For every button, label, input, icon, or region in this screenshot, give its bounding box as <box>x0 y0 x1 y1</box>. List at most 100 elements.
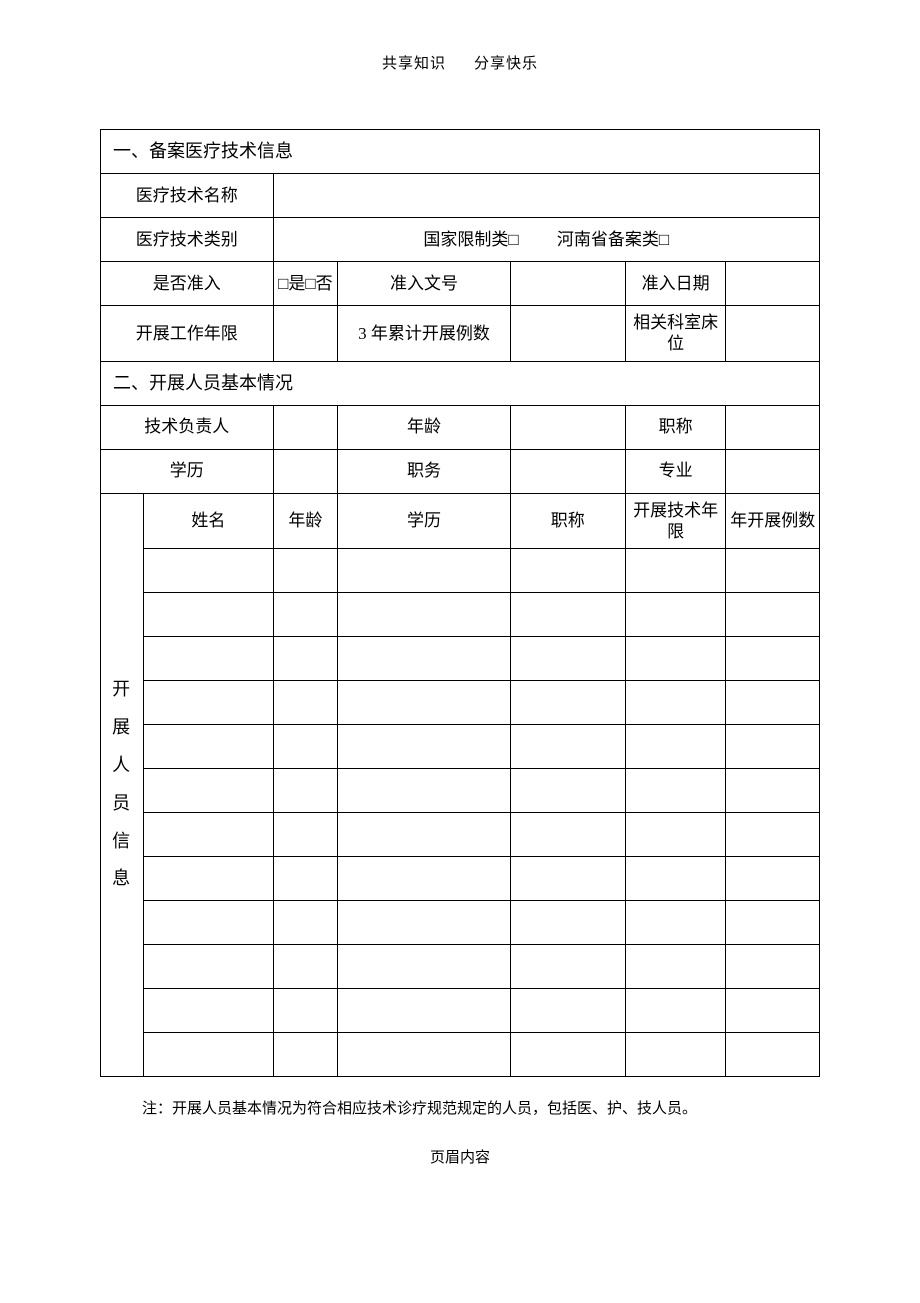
cell-tech-years[interactable] <box>625 901 726 945</box>
cell-edu[interactable] <box>338 769 511 813</box>
cell-title[interactable] <box>510 945 625 989</box>
cell-title[interactable] <box>510 593 625 637</box>
cell-edu[interactable] <box>338 549 511 593</box>
cell-age[interactable] <box>273 989 338 1033</box>
personnel-row <box>101 857 820 901</box>
cell-year-cases[interactable] <box>726 593 820 637</box>
cell-age[interactable] <box>273 681 338 725</box>
cell-year-cases[interactable] <box>726 681 820 725</box>
cell-title[interactable] <box>510 989 625 1033</box>
three-year-cases-label: 3 年累计开展例数 <box>338 306 511 362</box>
col-tech-years: 开展技术年限 <box>625 493 726 549</box>
cell-year-cases[interactable] <box>726 1033 820 1077</box>
cell-year-cases[interactable] <box>726 989 820 1033</box>
cell-age[interactable] <box>273 901 338 945</box>
cell-title[interactable] <box>510 769 625 813</box>
cell-year-cases[interactable] <box>726 857 820 901</box>
cell-tech-years[interactable] <box>625 681 726 725</box>
admitted-value[interactable]: □是□否 <box>273 262 338 306</box>
cell-edu[interactable] <box>338 813 511 857</box>
cell-name[interactable] <box>144 637 273 681</box>
cell-edu[interactable] <box>338 681 511 725</box>
leader-duty-value[interactable] <box>510 449 625 493</box>
cell-age[interactable] <box>273 637 338 681</box>
cell-title[interactable] <box>510 813 625 857</box>
cell-tech-years[interactable] <box>625 989 726 1033</box>
col-year-cases: 年开展例数 <box>726 493 820 549</box>
admit-doc-value[interactable] <box>510 262 625 306</box>
cell-age[interactable] <box>273 813 338 857</box>
col-edu: 学历 <box>338 493 511 549</box>
cell-name[interactable] <box>144 901 273 945</box>
tech-name-value[interactable] <box>273 174 819 218</box>
cell-name[interactable] <box>144 1033 273 1077</box>
cell-edu[interactable] <box>338 945 511 989</box>
cell-tech-years[interactable] <box>625 857 726 901</box>
tech-category-options[interactable]: 国家限制类□ 河南省备案类□ <box>273 218 819 262</box>
cell-title[interactable] <box>510 549 625 593</box>
cell-year-cases[interactable] <box>726 945 820 989</box>
cell-title[interactable] <box>510 1033 625 1077</box>
admit-date-value[interactable] <box>726 262 820 306</box>
cell-edu[interactable] <box>338 1033 511 1077</box>
work-years-value[interactable] <box>273 306 338 362</box>
cell-name[interactable] <box>144 813 273 857</box>
cell-year-cases[interactable] <box>726 769 820 813</box>
cell-tech-years[interactable] <box>625 725 726 769</box>
cell-age[interactable] <box>273 549 338 593</box>
leader-title-value[interactable] <box>726 405 820 449</box>
cell-year-cases[interactable] <box>726 813 820 857</box>
cell-year-cases[interactable] <box>726 549 820 593</box>
leader-edu-value[interactable] <box>273 449 338 493</box>
cell-tech-years[interactable] <box>625 945 726 989</box>
cell-edu[interactable] <box>338 989 511 1033</box>
cell-edu[interactable] <box>338 901 511 945</box>
cell-edu[interactable] <box>338 593 511 637</box>
leader-age-value[interactable] <box>510 405 625 449</box>
cell-name[interactable] <box>144 593 273 637</box>
cell-tech-years[interactable] <box>625 813 726 857</box>
cell-name[interactable] <box>144 725 273 769</box>
tech-category-opt2[interactable]: 河南省备案类□ <box>557 230 669 249</box>
cell-age[interactable] <box>273 945 338 989</box>
cell-title[interactable] <box>510 725 625 769</box>
cell-title[interactable] <box>510 681 625 725</box>
cell-name[interactable] <box>144 769 273 813</box>
cell-age[interactable] <box>273 1033 338 1077</box>
cell-name[interactable] <box>144 857 273 901</box>
cell-name[interactable] <box>144 549 273 593</box>
cell-age[interactable] <box>273 725 338 769</box>
cell-year-cases[interactable] <box>726 725 820 769</box>
cell-tech-years[interactable] <box>625 637 726 681</box>
cell-year-cases[interactable] <box>726 901 820 945</box>
leader-major-value[interactable] <box>726 449 820 493</box>
cell-year-cases[interactable] <box>726 637 820 681</box>
cell-tech-years[interactable] <box>625 1033 726 1077</box>
cell-tech-years[interactable] <box>625 549 726 593</box>
cell-tech-years[interactable] <box>625 593 726 637</box>
cell-tech-years[interactable] <box>625 769 726 813</box>
header-left: 共享知识 <box>382 56 446 72</box>
personnel-row <box>101 1033 820 1077</box>
cell-edu[interactable] <box>338 637 511 681</box>
cell-name[interactable] <box>144 945 273 989</box>
personnel-group-l3: 信息 <box>112 831 132 889</box>
leader-title-label: 职称 <box>625 405 726 449</box>
dept-beds-value[interactable] <box>726 306 820 362</box>
cell-age[interactable] <box>273 593 338 637</box>
cell-title[interactable] <box>510 637 625 681</box>
cell-edu[interactable] <box>338 857 511 901</box>
cell-edu[interactable] <box>338 725 511 769</box>
three-year-cases-value[interactable] <box>510 306 625 362</box>
tech-category-opt1[interactable]: 国家限制类□ <box>423 230 518 249</box>
cell-title[interactable] <box>510 857 625 901</box>
admit-date-label: 准入日期 <box>625 262 726 306</box>
cell-name[interactable] <box>144 681 273 725</box>
leader-value[interactable] <box>273 405 338 449</box>
leader-edu-label: 学历 <box>101 449 274 493</box>
form-table: 一、备案医疗技术信息 医疗技术名称 医疗技术类别 国家限制类□ 河南省备案类□ … <box>100 129 820 1077</box>
cell-age[interactable] <box>273 769 338 813</box>
cell-title[interactable] <box>510 901 625 945</box>
cell-name[interactable] <box>144 989 273 1033</box>
cell-age[interactable] <box>273 857 338 901</box>
